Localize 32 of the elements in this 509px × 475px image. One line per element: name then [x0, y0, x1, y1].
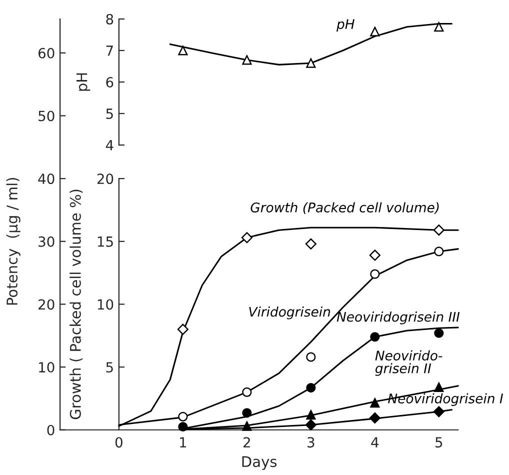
y3-tick-label: 7: [106, 46, 113, 56]
y2-axis-title: Growth ( Packed cell volume %): [70, 190, 83, 420]
y2-tick-label: 5: [106, 362, 113, 373]
y-tick-label: 20: [38, 299, 54, 310]
series-label: Neoviridogrisein III: [336, 312, 460, 324]
x-tick-label: 4: [371, 437, 379, 448]
y3-axis-title: pH: [76, 73, 90, 91]
series-label: Growth (Packed cell volume): [250, 202, 439, 214]
y2-tick-label: 15: [98, 236, 113, 247]
y-tick-label: 40: [38, 174, 54, 184]
x-tick-label: 1: [180, 437, 186, 448]
y-tick-label: 50: [38, 110, 54, 122]
x-tick-label: 5: [436, 437, 442, 448]
x-axis-title: Days: [242, 456, 277, 470]
y-tick-label: 30: [38, 236, 54, 247]
y2-tick-label: 10: [98, 299, 114, 310]
y-axis-title: Potency (μg / ml): [6, 178, 20, 305]
y3-tick-label: 6: [106, 76, 114, 88]
y-tick-label: 60: [38, 48, 54, 58]
x-tick-label: 0: [115, 437, 122, 448]
y-tick-label: 0: [47, 424, 54, 436]
y3-tick-label: 8: [106, 14, 114, 24]
x-tick-label: 3: [308, 437, 314, 448]
y3-tick-label: 4: [106, 140, 114, 150]
y-tick-label: 10: [39, 362, 54, 373]
y3-tick-label: 5: [106, 108, 113, 119]
series-label: pH: [336, 19, 354, 32]
series-label: Neoviridogrisein I: [388, 393, 503, 406]
x-tick-label: 2: [244, 437, 250, 448]
text: Viridogrisein: [249, 306, 330, 320]
series-label: Neovirido- grisein II: [375, 350, 442, 376]
y2-tick-label: 20: [97, 174, 114, 184]
